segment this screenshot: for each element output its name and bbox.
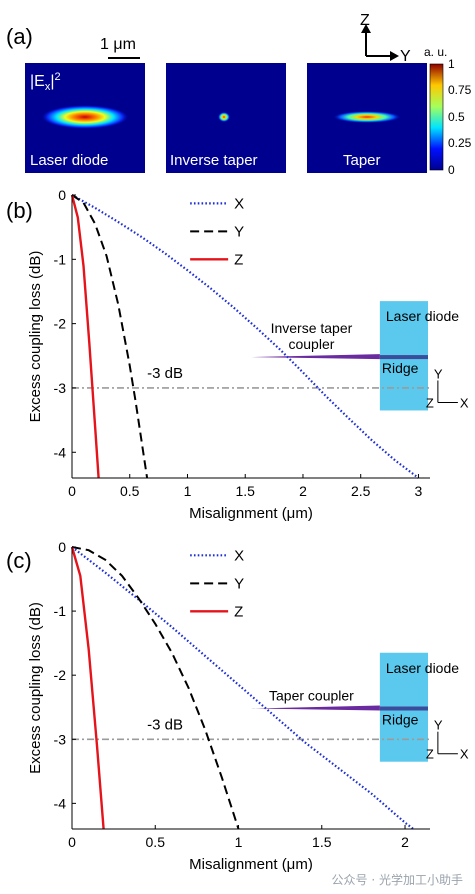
x-tick-label: 1.5: [312, 834, 332, 850]
series-z: [70, 194, 100, 479]
x-tick-label: 0: [68, 483, 76, 499]
threshold-label: -3 dB: [147, 716, 183, 733]
series-y: [71, 194, 149, 479]
legend-label-x: X: [234, 195, 244, 212]
x-tick-label: 0: [68, 834, 76, 850]
x-tick-label: 3: [415, 483, 423, 499]
y-tick-label: -3: [54, 380, 67, 396]
inset-ridge: [379, 355, 428, 360]
legend-label-y: Y: [234, 223, 244, 240]
x-axis-label: Misalignment (μm): [189, 856, 313, 873]
map-label-taper: Taper: [343, 152, 381, 169]
inset-ridge-label: Ridge: [382, 360, 419, 376]
map-label-laser-diode: Laser diode: [30, 152, 108, 169]
x-tick-label: 1.5: [235, 483, 255, 499]
axes-indicator: Z Y: [360, 12, 411, 65]
x-axis-label: Misalignment (μm): [189, 505, 313, 522]
field-map-inverse-taper: Inverse taper: [166, 63, 286, 173]
inset-device-label: Laser diode: [386, 308, 459, 324]
inset-axis-x-label: X: [460, 747, 469, 762]
x-tick-label: 1: [184, 483, 192, 499]
colorbar-tick: 0.25: [448, 136, 472, 150]
field-map-laser-diode: |Ex|2 Laser diode: [25, 63, 145, 173]
y-tick-label: -3: [54, 731, 67, 747]
inset-coupler-label: Taper coupler: [269, 688, 354, 704]
inset-axis-x-label: X: [460, 395, 469, 410]
series-x: [71, 546, 414, 830]
panel-label: (c): [6, 548, 32, 573]
inset-coupler-label: Inverse taper: [271, 320, 353, 336]
series-z: [70, 546, 105, 830]
legend-label-x: X: [234, 547, 244, 564]
colorbar-tick: 0.75: [448, 83, 472, 97]
colorbar-tick: 0.5: [448, 110, 465, 124]
inset-axis-z-label: Z: [426, 395, 434, 410]
field-label: |Ex|2: [30, 71, 61, 93]
threshold-label: -3 dB: [147, 365, 183, 382]
field-map-taper: Taper: [307, 63, 427, 173]
inset-coupler: [251, 705, 380, 711]
y-tick-label: -1: [54, 251, 67, 267]
x-tick-label: 2: [299, 483, 307, 499]
axis-y-label: Y: [400, 48, 411, 65]
colorbar-tick: 0: [448, 163, 455, 177]
y-tick-label: -4: [54, 795, 67, 811]
y-axis-label: Excess coupling loss (dB): [27, 602, 44, 774]
colorbar: a. u. 1 0.75 0.5 0.25 0: [424, 45, 472, 177]
axis-z-label: Z: [360, 12, 370, 29]
panel-label: (b): [6, 198, 33, 223]
inset-device-label: Laser diode: [386, 660, 459, 676]
x-tick-label: 2: [401, 834, 409, 850]
series-y: [71, 546, 240, 830]
inset-axis-y-label: Y: [434, 366, 443, 381]
y-tick-label: 0: [58, 539, 66, 555]
colorbar-unit: a. u.: [424, 45, 447, 59]
inset-ridge-label: Ridge: [382, 712, 419, 728]
watermark: 公众号 · 光学加工小助手: [331, 873, 463, 887]
legend-label-z: Z: [234, 603, 243, 620]
series-x: [71, 194, 420, 479]
inset-axis-y-label: Y: [434, 718, 443, 733]
scale-bar-label: 1 μm: [100, 36, 136, 53]
map-label-inverse-taper: Inverse taper: [170, 152, 258, 169]
inset-coupler: [251, 354, 380, 360]
x-tick-label: 0.5: [120, 483, 140, 499]
inset-ridge: [379, 706, 428, 711]
inset-coupler-label: coupler: [288, 336, 334, 352]
y-tick-label: -4: [54, 444, 67, 460]
colorbar-tick: 1: [448, 57, 455, 71]
x-tick-label: 1: [235, 834, 243, 850]
y-tick-label: -2: [54, 316, 67, 332]
y-axis-label: Excess coupling loss (dB): [27, 251, 44, 423]
x-tick-label: 0.5: [146, 834, 166, 850]
x-tick-label: 2.5: [351, 483, 371, 499]
legend-label-y: Y: [234, 575, 244, 592]
inset-axis-z-label: Z: [426, 747, 434, 762]
y-tick-label: -2: [54, 667, 67, 683]
panel-a-label: (a): [6, 24, 33, 49]
y-tick-label: -1: [54, 603, 67, 619]
legend-label-z: Z: [234, 251, 243, 268]
y-tick-label: 0: [58, 187, 66, 203]
